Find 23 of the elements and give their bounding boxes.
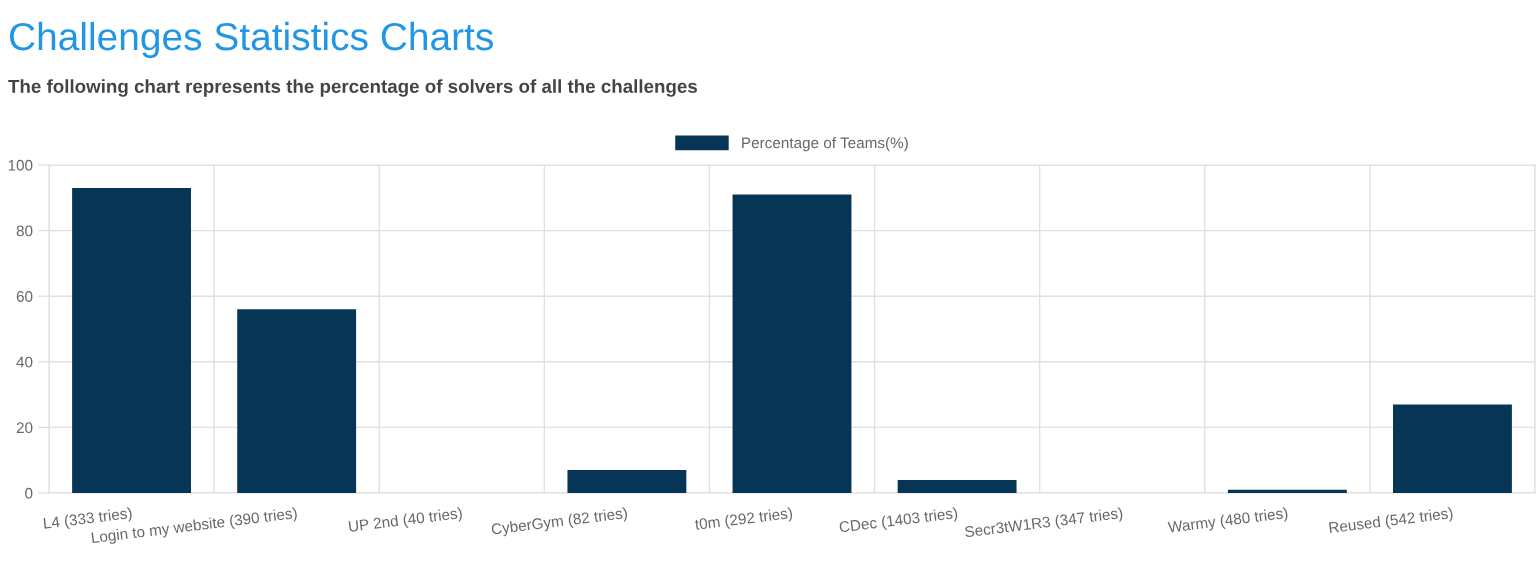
- y-tick-label: 80: [16, 225, 33, 237]
- bar: [237, 309, 357, 493]
- y-tick-label: 20: [16, 422, 33, 434]
- chart-title: Challenges Statistics Charts: [9, 21, 493, 59]
- x-tick-label: Warmy (480 tries): [1167, 507, 1289, 536]
- x-tick-label: t0m (292 tries): [694, 507, 793, 533]
- y-tick-label: 60: [16, 291, 33, 302]
- bar: [732, 194, 852, 493]
- legend-label: Percentage of Teams(%): [742, 137, 908, 152]
- x-tick-label: CDec (1403 tries): [839, 507, 958, 536]
- bar: [567, 470, 687, 493]
- y-tick-label: 40: [16, 356, 33, 368]
- x-tick-label: Reused (542 tries): [1328, 507, 1454, 537]
- chart-subtitle: The following chart represents the percentage of solvers of all the challenges: [8, 79, 697, 97]
- bar: [1227, 489, 1347, 493]
- bar: [1393, 404, 1512, 493]
- bar: [897, 479, 1017, 493]
- bar: [72, 187, 191, 493]
- y-tick-label: 0: [25, 487, 33, 499]
- y-tick-label: 100: [8, 159, 33, 171]
- x-tick-label: Secr3tW1R3 (347 tries): [964, 507, 1124, 541]
- x-tick-label: CyberGym (82 tries): [491, 507, 628, 538]
- x-tick-label: UP 2nd (40 tries): [348, 507, 463, 535]
